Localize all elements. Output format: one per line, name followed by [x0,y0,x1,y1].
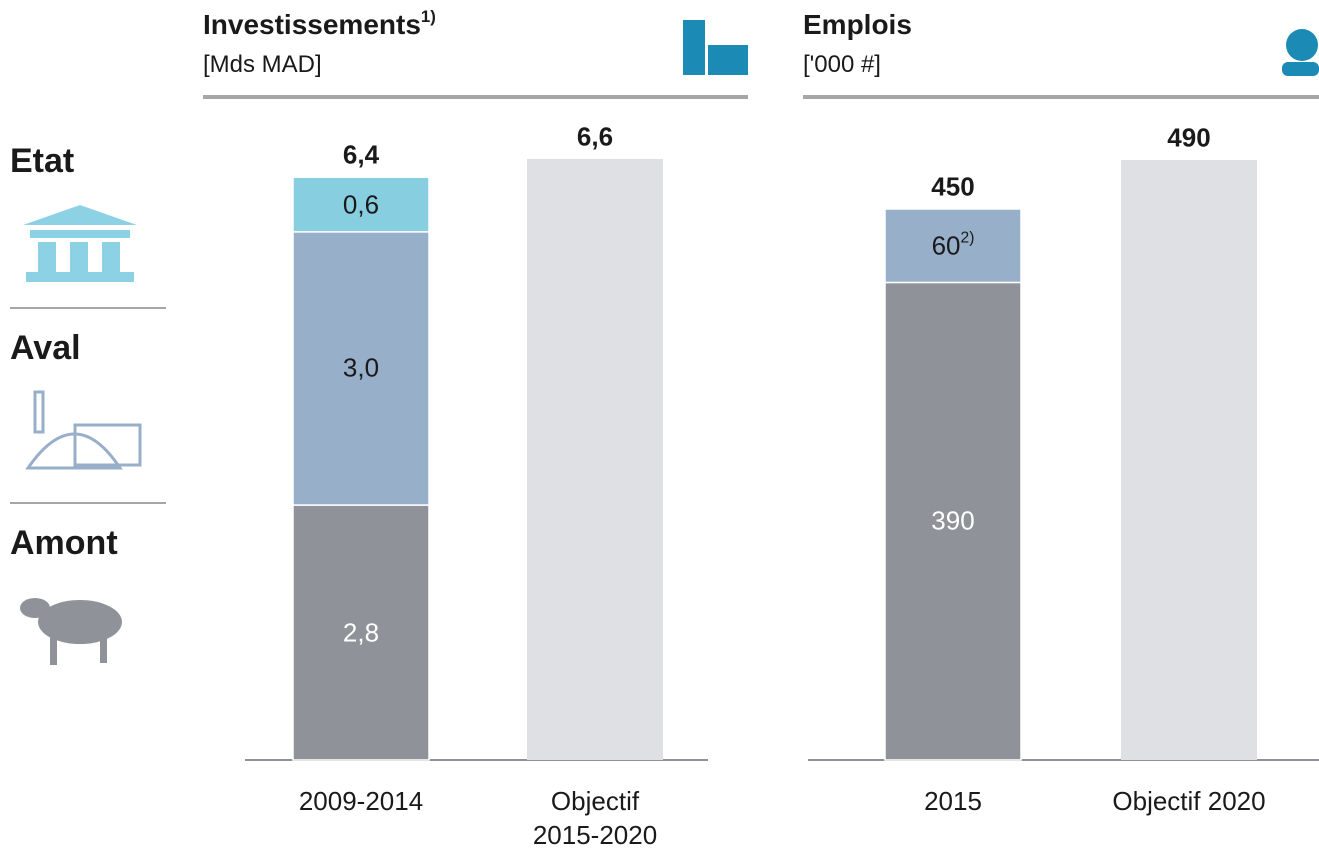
value-note: 2) [961,229,975,246]
total-text: 6,4 [343,140,379,170]
page: Investissements1) [Mds MAD] 2,8 3,0 0,6 6,4 20… [0,0,1319,851]
chart-subtitle: [Mds MAD] [203,52,322,78]
value-label: 0,6 [343,190,379,219]
total-text: 490 [1167,123,1210,153]
title-note: 1) [421,7,436,26]
icon-building [683,20,748,75]
chart-title: Emplois [803,10,912,41]
bar-total [1121,160,1257,760]
icon-cow [20,598,122,665]
chart-title: Investissements1) [203,10,436,41]
category-text: 2009-2014 [299,786,423,816]
total-label: 6,6 [577,123,613,152]
value-label: 390 [931,507,974,536]
subtitle-text: ['000 #] [803,51,881,78]
total-text: 450 [931,172,974,202]
value-label: 3,0 [343,354,379,383]
chart-canvas [0,0,1319,851]
legend-label: Amont [10,525,118,562]
total-text: 6,6 [577,122,613,152]
legend-label: Etat [10,143,74,180]
category-text: 2015 [924,786,982,816]
value-text: 60 [932,230,961,260]
x-tick-label: 2015 [833,784,1073,818]
category-text: Objectif 2015-2020 [533,786,657,850]
total-label: 6,4 [343,141,379,170]
x-tick-label: Objectif 2015-2020 [520,784,670,851]
title-text: Investissements [203,9,421,40]
icon-factory [28,392,140,468]
icon-state [23,205,137,282]
legend-text: Amont [10,524,118,562]
legend-text: Etat [10,142,74,180]
title-text: Emplois [803,9,912,40]
chart-subtitle: ['000 #] [803,52,881,78]
total-label: 490 [1167,124,1210,153]
total-label: 450 [931,173,974,202]
legend-label: Aval [10,330,81,367]
category-text: Objectif 2020 [1112,786,1265,816]
value-label: 602) [932,231,975,260]
value-text: 3,0 [343,353,379,383]
value-text: 390 [931,506,974,536]
value-text: 0,6 [343,189,379,219]
subtitle-text: [Mds MAD] [203,51,322,78]
value-label: 2,8 [343,618,379,647]
bar-total [527,159,663,760]
x-tick-label: Objectif 2020 [1069,784,1309,818]
x-tick-label: 2009-2014 [286,784,436,818]
icon-person [1282,29,1319,76]
legend-text: Aval [10,329,81,367]
value-text: 2,8 [343,617,379,647]
